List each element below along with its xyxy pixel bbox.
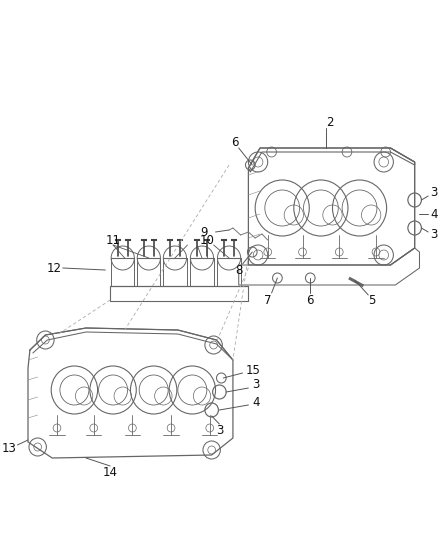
Text: 15: 15 — [245, 365, 260, 377]
Text: 2: 2 — [326, 116, 333, 128]
Text: 3: 3 — [215, 424, 223, 437]
Text: 4: 4 — [430, 207, 438, 221]
Text: 7: 7 — [264, 294, 272, 306]
Text: 11: 11 — [106, 233, 120, 246]
Text: 3: 3 — [252, 378, 260, 392]
Text: 3: 3 — [430, 187, 438, 199]
Text: 8: 8 — [235, 263, 242, 277]
Text: 14: 14 — [102, 465, 118, 479]
Text: 10: 10 — [199, 233, 214, 246]
Text: 6: 6 — [307, 294, 314, 306]
Text: 13: 13 — [1, 441, 16, 455]
Text: 4: 4 — [252, 395, 260, 408]
Text: 5: 5 — [368, 294, 376, 306]
Text: 9: 9 — [200, 225, 208, 238]
Text: 6: 6 — [231, 135, 239, 149]
FancyArrow shape — [348, 277, 365, 290]
Text: 12: 12 — [47, 262, 62, 274]
Text: 3: 3 — [430, 229, 438, 241]
